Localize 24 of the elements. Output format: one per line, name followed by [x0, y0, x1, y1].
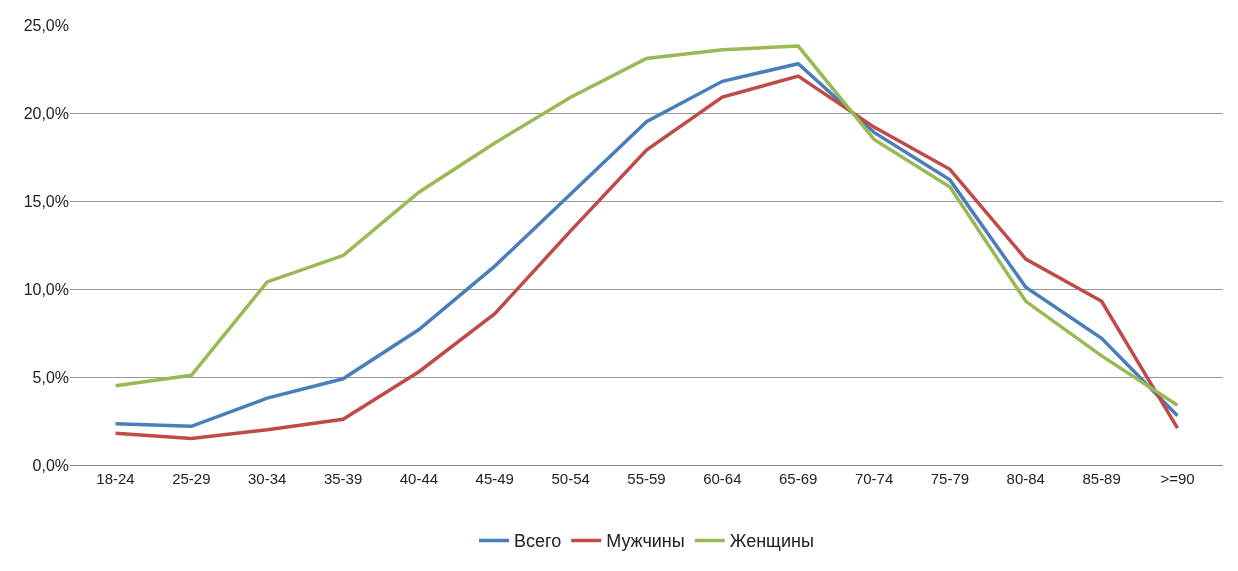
legend-label: Женщины — [729, 531, 814, 552]
x-tick-label: 40-44 — [399, 470, 439, 487]
y-tick-label: 0,0% — [32, 456, 69, 474]
x-tick-label: 18-24 — [96, 470, 135, 487]
y-tick-label: 5,0% — [32, 368, 69, 386]
y-tick-label: 10,0% — [23, 280, 69, 298]
legend-label: Мужчины — [606, 531, 685, 552]
x-tick-label: 30-34 — [248, 470, 287, 487]
x-tick-label: 45-49 — [475, 470, 514, 487]
legend-label: Всего — [514, 531, 562, 552]
y-tick-label: 25,0% — [23, 16, 69, 34]
x-tick-label: 70-74 — [854, 470, 894, 487]
x-tick-label: 60-64 — [703, 470, 742, 487]
x-tick-label: 50-54 — [551, 470, 590, 487]
x-tick-label: 25-29 — [172, 470, 211, 487]
x-tick-label: 65-69 — [779, 470, 818, 487]
x-tick-label: 55-59 — [627, 470, 666, 487]
x-tick-label: 35-39 — [323, 470, 363, 487]
x-tick-label: 85-89 — [1082, 470, 1121, 487]
y-tick-label: 15,0% — [23, 192, 69, 210]
x-tick-label: 75-79 — [930, 470, 970, 487]
y-tick-label: 20,0% — [23, 104, 69, 122]
x-tick-label: 80-84 — [1006, 470, 1045, 487]
x-tick-label: >=90 — [1160, 470, 1195, 487]
